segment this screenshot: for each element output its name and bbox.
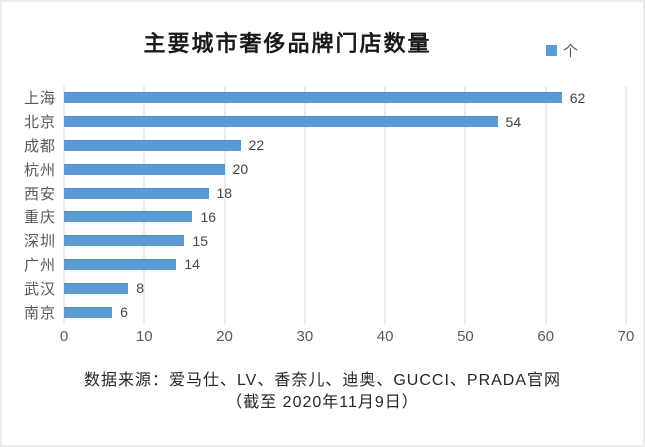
bar-row: 18 <box>64 181 626 205</box>
source-note: 数据来源：爱马仕、LV、香奈儿、迪奥、GUCCI、PRADA官网 （截至 202… <box>2 370 643 414</box>
category-label: 武汉 <box>23 280 56 298</box>
gridline <box>143 86 145 324</box>
bar <box>64 306 113 318</box>
category-label: 重庆 <box>23 209 56 227</box>
bars: 62 54 22 20 18 16 15 14 8 6 <box>64 86 626 324</box>
category-label: 北京 <box>23 114 56 132</box>
bar <box>64 282 129 294</box>
gridline <box>464 86 466 324</box>
bar <box>64 163 225 175</box>
y-axis-line <box>63 86 65 324</box>
category-labels: 上海北京成都杭州西安重庆深圳广州武汉南京 <box>2 86 56 324</box>
gridline <box>625 86 627 324</box>
gridline <box>384 86 386 324</box>
category-label: 西安 <box>23 185 56 203</box>
data-label: 22 <box>248 137 265 154</box>
data-label: 16 <box>200 208 217 225</box>
data-label: 6 <box>120 304 128 321</box>
category-label: 杭州 <box>23 161 56 179</box>
plot-area: 62 54 22 20 18 16 15 14 8 6 <box>63 86 627 324</box>
chart-title: 主要城市奢侈品牌门店数量 <box>143 31 432 56</box>
data-label: 14 <box>184 256 200 273</box>
gridline <box>224 86 226 324</box>
bar-row: 14 <box>64 253 626 277</box>
legend-label: 个 <box>563 43 579 60</box>
data-label: 18 <box>216 185 233 202</box>
data-label: 54 <box>505 113 522 130</box>
x-tick-label: 50 <box>457 328 474 345</box>
bar <box>64 92 562 104</box>
bar-row: 54 <box>64 110 626 134</box>
category-label: 深圳 <box>23 233 56 251</box>
x-tick-label: 70 <box>617 328 635 345</box>
legend-swatch-icon <box>546 45 557 56</box>
bar <box>64 187 209 199</box>
gridline <box>304 86 306 324</box>
bar-row: 20 <box>64 157 626 181</box>
category-label: 上海 <box>23 90 56 108</box>
bar-row: 22 <box>64 134 626 158</box>
bar <box>64 139 241 151</box>
bar-row: 6 <box>64 300 626 324</box>
bar <box>64 258 177 270</box>
category-label: 成都 <box>23 137 56 155</box>
bar-row: 16 <box>64 205 626 229</box>
source-note-line1: 数据来源：爱马仕、LV、香奈儿、迪奥、GUCCI、PRADA官网 <box>83 372 562 389</box>
data-label: 20 <box>232 161 249 178</box>
x-axis: 0 10 20 30 40 50 60 70 <box>60 328 635 348</box>
bar-row: 8 <box>64 276 626 300</box>
x-tick-label: 20 <box>216 328 233 345</box>
bar <box>64 235 185 247</box>
source-note-line2: （截至 2020年11月9日） <box>226 394 419 411</box>
bar-row: 15 <box>64 229 626 253</box>
gridline <box>545 86 547 324</box>
category-label: 广州 <box>23 256 56 274</box>
bar-row: 62 <box>64 86 626 110</box>
x-tick-label: 60 <box>537 328 555 345</box>
plot-area-wrapper: 上海北京成都杭州西安重庆深圳广州武汉南京 62 54 22 20 18 16 15 14 8 6 <box>2 86 627 324</box>
bar <box>64 211 193 223</box>
data-label: 8 <box>136 280 145 297</box>
data-label: 15 <box>192 232 208 249</box>
x-tick-label: 10 <box>135 328 153 345</box>
category-label: 南京 <box>23 304 56 322</box>
x-tick-label: 0 <box>59 328 69 345</box>
bar <box>64 116 498 128</box>
x-tick-label: 30 <box>296 328 314 345</box>
x-tick-label: 40 <box>376 328 394 345</box>
legend: 个 <box>546 40 578 61</box>
data-label: 62 <box>569 89 586 106</box>
